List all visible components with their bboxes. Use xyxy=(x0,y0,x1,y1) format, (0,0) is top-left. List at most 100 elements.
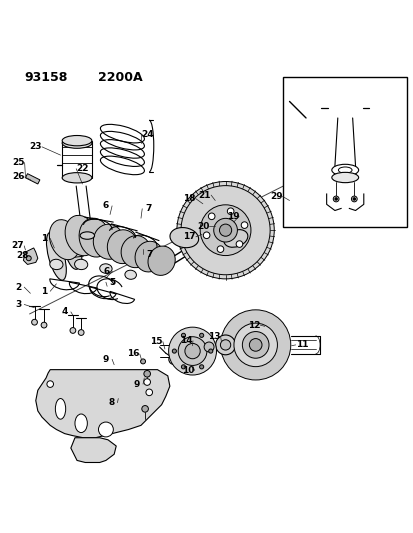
Circle shape xyxy=(235,241,242,247)
Ellipse shape xyxy=(62,173,92,183)
Ellipse shape xyxy=(75,414,87,433)
Text: 18: 18 xyxy=(183,194,195,203)
Circle shape xyxy=(249,338,261,351)
Ellipse shape xyxy=(135,241,163,272)
Polygon shape xyxy=(23,248,38,264)
Text: 8: 8 xyxy=(108,398,114,407)
Circle shape xyxy=(181,333,185,337)
Text: 1: 1 xyxy=(41,287,47,296)
Polygon shape xyxy=(71,438,116,463)
Ellipse shape xyxy=(223,230,247,247)
Ellipse shape xyxy=(74,259,88,270)
Text: 29: 29 xyxy=(269,192,282,201)
Ellipse shape xyxy=(46,232,66,280)
Text: 10: 10 xyxy=(182,366,194,375)
Circle shape xyxy=(200,205,250,255)
Ellipse shape xyxy=(65,215,97,256)
Text: 4: 4 xyxy=(61,308,68,317)
Circle shape xyxy=(144,370,150,377)
Circle shape xyxy=(31,319,37,325)
Circle shape xyxy=(172,349,176,353)
Ellipse shape xyxy=(147,246,175,276)
Text: 93158: 93158 xyxy=(24,71,68,84)
Circle shape xyxy=(140,359,145,364)
Circle shape xyxy=(180,185,269,274)
Circle shape xyxy=(203,232,209,239)
Ellipse shape xyxy=(64,227,82,269)
Circle shape xyxy=(181,365,185,369)
Polygon shape xyxy=(36,370,169,438)
Circle shape xyxy=(176,182,273,279)
Text: 3: 3 xyxy=(15,300,21,309)
Text: 28: 28 xyxy=(16,251,28,260)
Ellipse shape xyxy=(80,232,94,239)
Circle shape xyxy=(185,343,200,359)
Ellipse shape xyxy=(331,172,358,183)
Circle shape xyxy=(332,196,338,202)
Ellipse shape xyxy=(55,399,66,419)
Ellipse shape xyxy=(100,264,112,273)
Circle shape xyxy=(227,208,233,215)
Text: 11: 11 xyxy=(295,341,307,350)
Text: 6: 6 xyxy=(102,201,109,211)
Text: 6: 6 xyxy=(103,267,109,276)
Circle shape xyxy=(78,329,84,335)
Circle shape xyxy=(142,406,148,412)
Bar xyxy=(282,77,406,227)
Ellipse shape xyxy=(62,135,92,146)
Circle shape xyxy=(199,365,203,369)
Text: 7: 7 xyxy=(146,249,152,259)
Circle shape xyxy=(204,342,214,352)
Circle shape xyxy=(47,381,53,387)
Circle shape xyxy=(178,337,206,366)
Circle shape xyxy=(242,332,268,358)
Text: 17: 17 xyxy=(183,232,195,241)
Ellipse shape xyxy=(49,220,80,260)
Circle shape xyxy=(41,322,47,328)
Ellipse shape xyxy=(215,335,235,355)
Ellipse shape xyxy=(125,270,136,279)
Text: 1: 1 xyxy=(41,234,47,243)
Text: 26: 26 xyxy=(12,173,25,181)
Text: 25: 25 xyxy=(12,158,25,167)
Circle shape xyxy=(219,224,231,236)
Text: 19: 19 xyxy=(226,212,239,221)
Circle shape xyxy=(199,333,203,337)
Text: 22: 22 xyxy=(76,164,88,173)
Text: 5: 5 xyxy=(109,278,115,287)
Text: 13: 13 xyxy=(208,332,220,341)
Text: 12: 12 xyxy=(247,320,260,329)
Ellipse shape xyxy=(107,230,138,264)
Circle shape xyxy=(351,196,356,202)
Circle shape xyxy=(26,256,31,261)
Text: 23: 23 xyxy=(29,142,42,151)
Circle shape xyxy=(241,222,247,229)
Circle shape xyxy=(70,328,76,333)
Circle shape xyxy=(145,389,152,395)
Circle shape xyxy=(208,213,214,220)
Text: 9: 9 xyxy=(133,379,140,389)
Circle shape xyxy=(233,323,277,367)
Text: 21: 21 xyxy=(198,191,211,200)
Circle shape xyxy=(98,422,113,437)
Text: 9: 9 xyxy=(102,355,109,364)
Text: 27: 27 xyxy=(12,241,24,251)
Ellipse shape xyxy=(79,218,110,257)
Text: 2: 2 xyxy=(15,282,21,292)
Circle shape xyxy=(208,349,212,353)
Ellipse shape xyxy=(50,259,63,270)
Ellipse shape xyxy=(62,138,92,148)
Polygon shape xyxy=(25,174,40,184)
Text: 24: 24 xyxy=(140,130,153,139)
Circle shape xyxy=(213,219,237,242)
Ellipse shape xyxy=(170,228,198,248)
Ellipse shape xyxy=(220,340,230,350)
Text: 16: 16 xyxy=(127,350,140,359)
Text: 2200A: 2200A xyxy=(98,71,142,84)
Circle shape xyxy=(352,198,355,200)
Circle shape xyxy=(334,198,337,200)
Text: 14: 14 xyxy=(180,336,192,345)
Circle shape xyxy=(168,327,216,375)
Text: 7: 7 xyxy=(145,204,151,213)
Text: 20: 20 xyxy=(197,222,209,231)
